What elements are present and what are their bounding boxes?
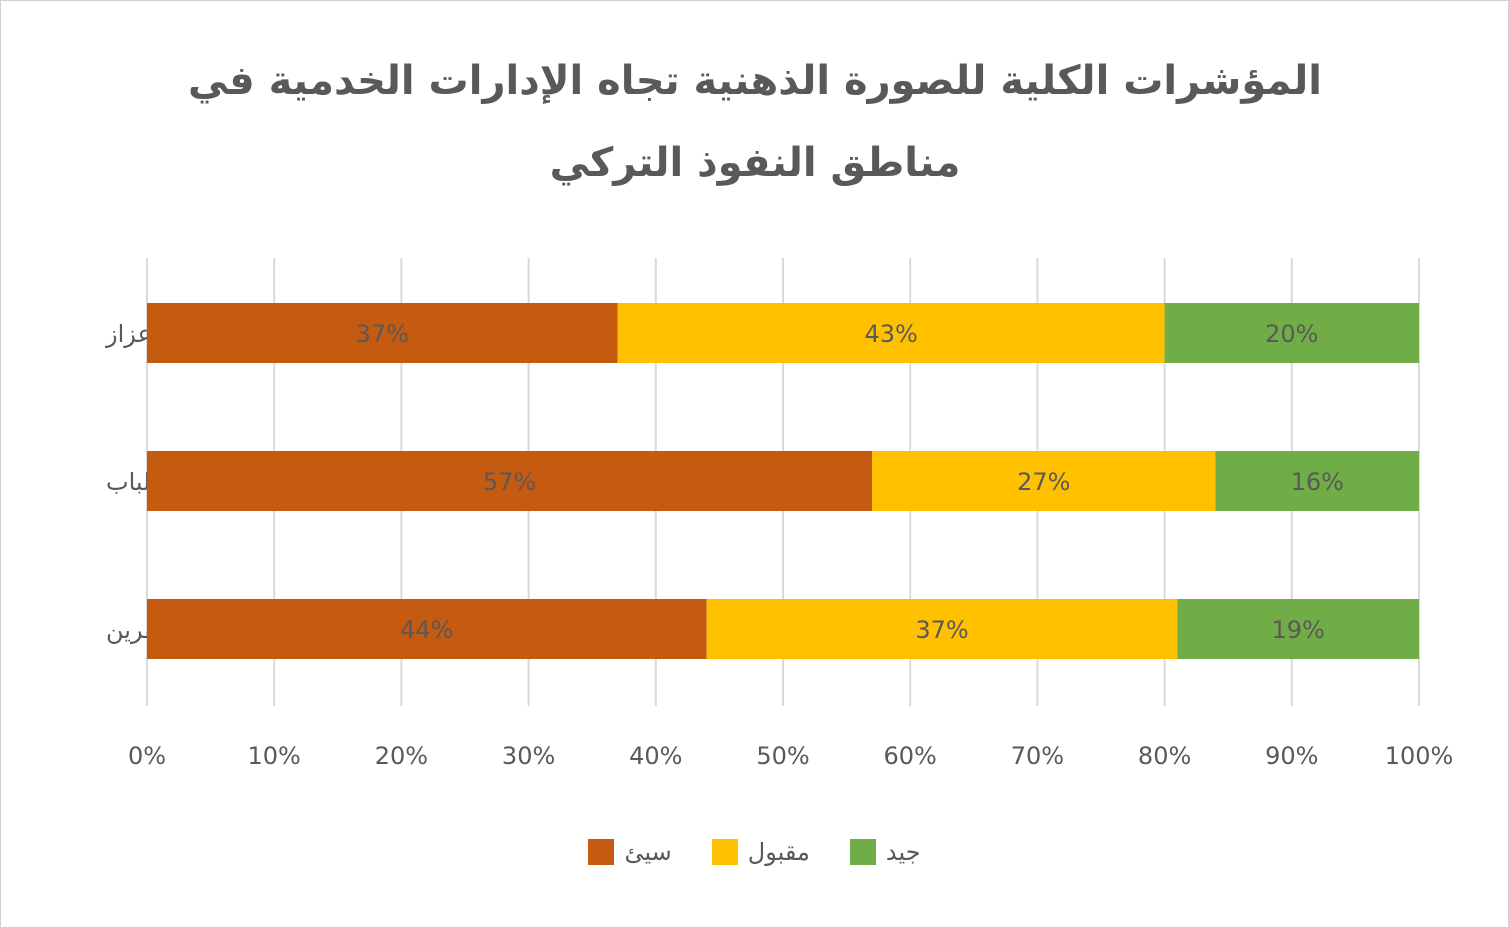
x-tick-label: 40%: [629, 742, 682, 770]
x-tick-label: 50%: [756, 742, 809, 770]
data-label: 43%: [864, 320, 917, 348]
data-label: 37%: [356, 320, 409, 348]
x-tick-label: 100%: [1385, 742, 1454, 770]
bar-segment: [1164, 303, 1419, 363]
data-label: 57%: [483, 468, 536, 496]
x-tick-label: 20%: [375, 742, 428, 770]
data-label: 44%: [400, 616, 453, 644]
x-tick-label: 60%: [884, 742, 937, 770]
bar-segment: [1215, 451, 1419, 511]
bar-segment: [617, 303, 1165, 363]
chart-title: المؤشرات الكلية للصورة الذهنية تجاه الإد…: [188, 58, 1322, 186]
bar-segment: [1177, 599, 1419, 659]
x-tick-label: 30%: [502, 742, 555, 770]
legend-label: مقبول: [747, 838, 810, 866]
data-label: 20%: [1265, 320, 1318, 348]
x-tick-label: 80%: [1138, 742, 1191, 770]
bar-segment: [147, 451, 873, 511]
legend-item: جيد: [849, 838, 921, 866]
x-tick-label: 70%: [1011, 742, 1064, 770]
legend-swatch: [849, 839, 876, 865]
legend-label: جيد: [885, 838, 921, 866]
x-tick-label: 90%: [1265, 742, 1318, 770]
chart-legend: سيئ مقبول جيد: [0, 838, 1509, 866]
legend-item: سيئ: [588, 838, 672, 866]
data-label: 27%: [1017, 468, 1070, 496]
legend-swatch: [588, 839, 615, 865]
bar-segment: [147, 599, 707, 659]
x-tick-label: 0%: [128, 742, 166, 770]
bar-segment: [147, 303, 618, 363]
x-tick-label: 10%: [248, 742, 301, 770]
bar-segment: [872, 451, 1216, 511]
legend-label: سيئ: [624, 838, 672, 866]
legend-item: مقبول: [711, 838, 810, 866]
data-label: 19%: [1271, 616, 1324, 644]
legend-swatch: [711, 839, 738, 865]
data-label: 16%: [1291, 468, 1344, 496]
data-label: 37%: [915, 616, 968, 644]
bar-segment: [706, 599, 1178, 659]
